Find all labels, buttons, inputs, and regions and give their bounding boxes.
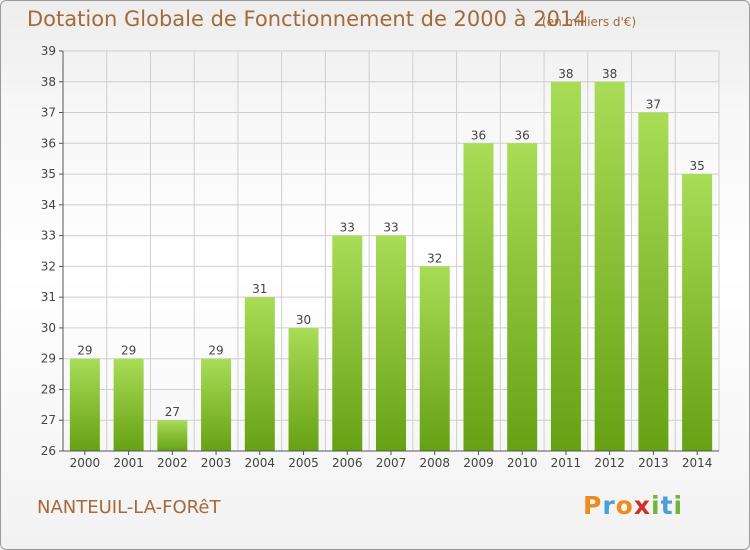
bar[interactable]: [463, 143, 494, 452]
chart-unit: (en milliers d'€): [542, 15, 637, 29]
data-label: 29: [121, 344, 136, 358]
x-tick-label: 2004: [245, 456, 276, 470]
y-tick-label: 36: [41, 136, 56, 150]
data-label: 29: [77, 344, 92, 358]
data-label: 38: [602, 67, 617, 81]
bar[interactable]: [201, 358, 232, 451]
x-tick-label: 2012: [594, 456, 625, 470]
y-tick-label: 29: [41, 352, 56, 366]
x-tick-label: 2002: [157, 456, 188, 470]
logo-letter: r: [602, 491, 616, 520]
data-label: 30: [296, 313, 311, 327]
data-label: 29: [208, 344, 223, 358]
y-tick-label: 35: [41, 167, 56, 181]
logo-letter: i: [673, 491, 684, 520]
logo-letter: o: [615, 491, 634, 520]
y-tick-label: 27: [41, 413, 56, 427]
data-label: 32: [427, 251, 442, 265]
data-label: 27: [165, 405, 180, 419]
bar[interactable]: [638, 112, 669, 452]
data-label: 36: [515, 128, 530, 142]
x-tick-label: 2001: [113, 456, 144, 470]
data-label: 36: [471, 128, 486, 142]
y-tick-label: 28: [41, 382, 56, 396]
x-tick-label: 2005: [288, 456, 319, 470]
x-tick-label: 2000: [70, 456, 101, 470]
bar[interactable]: [113, 358, 144, 451]
data-label: 37: [646, 98, 661, 112]
y-tick-label: 34: [41, 198, 56, 212]
bar[interactable]: [594, 81, 625, 452]
x-tick-label: 2014: [682, 456, 713, 470]
data-label: 38: [558, 67, 573, 81]
x-tick-label: 2009: [463, 456, 494, 470]
bar[interactable]: [244, 297, 275, 451]
chart-title: Dotation Globale de Fonctionnement de 20…: [27, 7, 587, 31]
bar[interactable]: [550, 81, 581, 452]
bar[interactable]: [376, 235, 406, 451]
logo-letter: i: [651, 491, 661, 520]
y-tick-label: 39: [41, 44, 56, 58]
data-label: 33: [340, 221, 355, 235]
y-tick-label: 37: [41, 106, 56, 120]
x-tick-label: 2011: [551, 456, 582, 470]
bar[interactable]: [507, 143, 538, 452]
x-tick-label: 2013: [638, 456, 669, 470]
x-tick-label: 2008: [419, 456, 450, 470]
x-tick-label: 2007: [376, 456, 407, 470]
bar[interactable]: [157, 420, 188, 451]
bar[interactable]: [69, 358, 100, 451]
bar[interactable]: [332, 235, 363, 451]
y-tick-label: 38: [41, 75, 56, 89]
y-tick-label: 26: [41, 444, 56, 458]
y-tick-label: 32: [41, 259, 56, 273]
proxiti-logo[interactable]: Proxiti: [583, 491, 683, 520]
logo-letter: t: [660, 491, 674, 520]
commune-name: NANTEUIL-LA-FORêT: [37, 497, 221, 518]
bar[interactable]: [288, 327, 319, 451]
logo-letter: P: [583, 491, 603, 520]
y-tick-label: 33: [41, 229, 56, 243]
x-tick-label: 2003: [201, 456, 232, 470]
x-tick-label: 2006: [332, 456, 363, 470]
data-label: 35: [689, 159, 704, 173]
bar[interactable]: [419, 266, 450, 451]
logo-letter: x: [633, 491, 651, 520]
bar[interactable]: [682, 174, 713, 452]
y-tick-label: 30: [41, 321, 56, 335]
x-tick-label: 2010: [507, 456, 538, 470]
data-label: 33: [383, 221, 398, 235]
y-tick-label: 31: [41, 290, 56, 304]
data-label: 31: [252, 282, 267, 296]
